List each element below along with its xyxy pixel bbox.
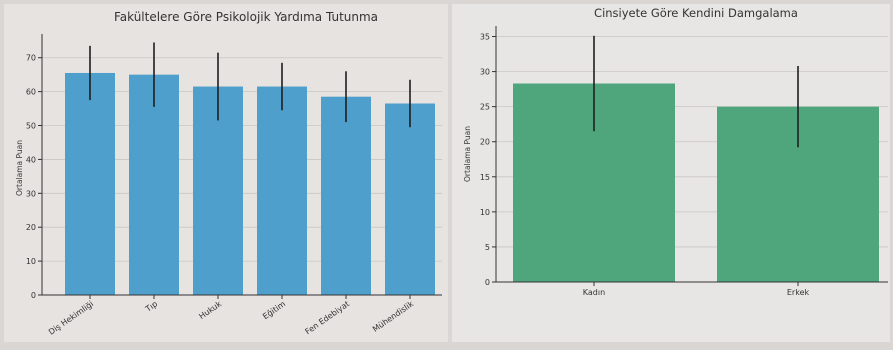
y-tick-label: 10 bbox=[480, 208, 490, 217]
y-tick-label: 40 bbox=[26, 155, 36, 164]
y-tick-label: 30 bbox=[480, 68, 490, 77]
bar-6 bbox=[385, 103, 435, 295]
y-axis-label: Ortalama Puan bbox=[463, 126, 472, 182]
y-tick-label: 20 bbox=[480, 138, 490, 147]
y-tick-label: 0 bbox=[31, 291, 36, 300]
x-tick-label: Kadın bbox=[583, 288, 605, 297]
y-tick-label: 35 bbox=[480, 33, 490, 42]
x-tick-label: Erkek bbox=[787, 288, 810, 297]
chart-title: Cinsiyete Göre Kendini Damgalama bbox=[594, 6, 798, 20]
chart-title: Fakültelere Göre Psikolojik Yardıma Tutu… bbox=[114, 10, 378, 24]
y-tick-label: 30 bbox=[26, 189, 36, 198]
faculty-help-seeking-chart: Fakültelere Göre Psikolojik Yardıma Tutu… bbox=[4, 4, 448, 342]
y-tick-label: 70 bbox=[26, 54, 36, 63]
y-tick-label: 50 bbox=[26, 122, 36, 131]
bar-4 bbox=[257, 86, 307, 295]
y-tick-label: 60 bbox=[26, 88, 36, 97]
gender-self-stigma-chart: Cinsiyete Göre Kendini Damgalama Ortalam… bbox=[452, 4, 890, 342]
y-tick-label: 0 bbox=[485, 278, 490, 287]
bar-2 bbox=[129, 74, 179, 295]
bar-5 bbox=[321, 96, 371, 295]
bar-3 bbox=[193, 86, 243, 295]
y-tick-label: 20 bbox=[26, 223, 36, 232]
bar-1 bbox=[65, 72, 115, 295]
y-tick-label: 10 bbox=[26, 257, 36, 266]
y-tick-label: 15 bbox=[480, 173, 490, 182]
y-tick-label: 5 bbox=[485, 243, 490, 252]
y-tick-label: 25 bbox=[480, 103, 490, 112]
y-axis-label: Ortalama Puan bbox=[15, 140, 24, 196]
